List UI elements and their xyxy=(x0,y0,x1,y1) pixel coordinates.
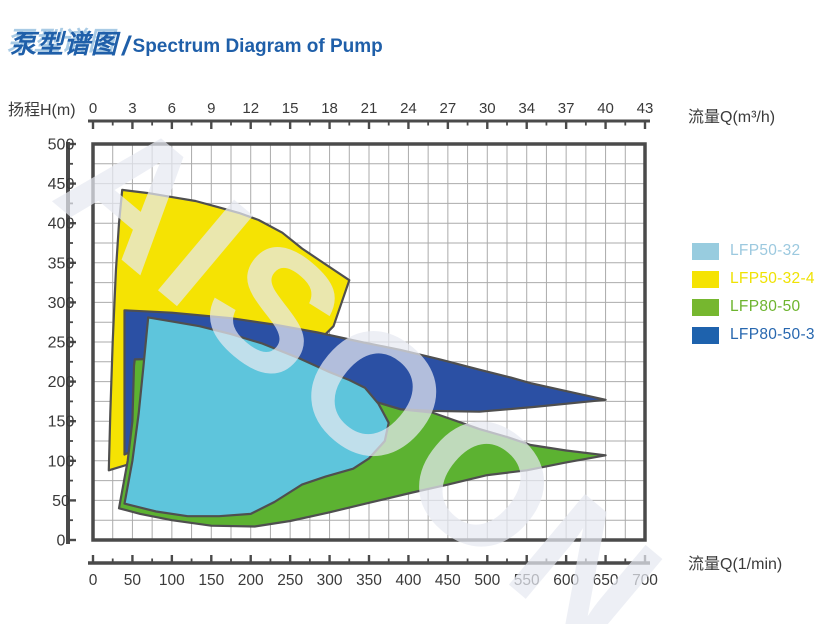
svg-text:550: 550 xyxy=(514,572,540,589)
legend-swatch xyxy=(692,270,719,288)
svg-text:250: 250 xyxy=(48,335,75,352)
legend: LFP50-32 LFP50-32-4 LFP80-50 LFP80-50-3 xyxy=(692,237,815,349)
svg-text:50: 50 xyxy=(124,572,142,589)
legend-item-LFP80-50: LFP80-50 xyxy=(692,293,815,321)
legend-label: LFP50-32 xyxy=(730,242,801,259)
svg-text:37: 37 xyxy=(558,100,575,117)
left-axis-label: 扬程H(m) xyxy=(8,102,76,119)
legend-label: LFP50-32-4 xyxy=(730,270,815,287)
legend-item-LFP80-50-3: LFP80-50-3 xyxy=(692,321,815,349)
svg-text:100: 100 xyxy=(159,572,185,589)
page-title: 泵型谱图 / Spectrum Diagram of Pump xyxy=(10,24,383,62)
svg-text:450: 450 xyxy=(48,176,75,193)
bottom-axis: 0 50 100 150 200 250 300 350 400 450 500 550 600 650 7… xyxy=(88,555,658,589)
svg-text:300: 300 xyxy=(48,295,75,312)
svg-text:500: 500 xyxy=(48,137,75,154)
legend-item-LFP50-32-4: LFP50-32-4 xyxy=(692,265,815,293)
svg-text:12: 12 xyxy=(242,100,259,117)
svg-text:0: 0 xyxy=(89,572,98,589)
svg-text:0: 0 xyxy=(57,533,66,550)
svg-text:24: 24 xyxy=(400,100,417,117)
svg-text:200: 200 xyxy=(48,374,75,391)
svg-text:250: 250 xyxy=(277,572,303,589)
svg-text:21: 21 xyxy=(361,100,378,117)
svg-text:500: 500 xyxy=(474,572,500,589)
title-slash: / xyxy=(122,31,130,61)
svg-text:650: 650 xyxy=(593,572,619,589)
svg-text:30: 30 xyxy=(479,100,496,117)
svg-text:350: 350 xyxy=(48,255,75,272)
top-axis-label: 流量Q(m³/h) xyxy=(688,109,776,126)
svg-text:3: 3 xyxy=(128,100,136,117)
svg-text:200: 200 xyxy=(238,572,264,589)
svg-text:150: 150 xyxy=(48,414,75,431)
legend-item-LFP50-32: LFP50-32 xyxy=(692,237,815,265)
svg-text:150: 150 xyxy=(198,572,224,589)
svg-text:100: 100 xyxy=(48,453,75,470)
legend-swatch xyxy=(692,298,719,316)
bottom-axis-label: 流量Q(1/min) xyxy=(688,556,783,573)
svg-text:400: 400 xyxy=(48,216,75,233)
svg-text:300: 300 xyxy=(317,572,343,589)
svg-text:600: 600 xyxy=(553,572,579,589)
region-LFP50-32 xyxy=(123,316,390,518)
svg-text:18: 18 xyxy=(321,100,338,117)
top-axis: 0 3 6 9 12 15 18 21 24 27 30 34 37 40 43 xyxy=(88,100,653,129)
legend-label: LFP80-50-3 xyxy=(730,326,815,343)
plot-border xyxy=(91,142,647,542)
regions xyxy=(107,188,607,528)
svg-text:6: 6 xyxy=(168,100,176,117)
svg-text:34: 34 xyxy=(518,100,535,117)
svg-text:0: 0 xyxy=(89,100,97,117)
svg-text:40: 40 xyxy=(597,100,614,117)
svg-text:700: 700 xyxy=(632,572,658,589)
legend-swatch xyxy=(692,326,719,344)
svg-text:50: 50 xyxy=(52,493,70,510)
svg-text:43: 43 xyxy=(637,100,654,117)
legend-swatch xyxy=(692,242,719,260)
left-axis: 0 50 100 150 200 250 300 350 400 450 500 xyxy=(48,137,76,550)
svg-text:400: 400 xyxy=(395,572,421,589)
svg-text:9: 9 xyxy=(207,100,215,117)
svg-text:15: 15 xyxy=(282,100,299,117)
legend-label: LFP80-50 xyxy=(730,298,801,315)
page-title-en: Spectrum Diagram of Pump xyxy=(132,36,383,57)
page-title-cn: 泵型谱图 xyxy=(10,29,119,59)
svg-text:350: 350 xyxy=(356,572,382,589)
svg-text:450: 450 xyxy=(435,572,461,589)
svg-text:27: 27 xyxy=(440,100,457,117)
